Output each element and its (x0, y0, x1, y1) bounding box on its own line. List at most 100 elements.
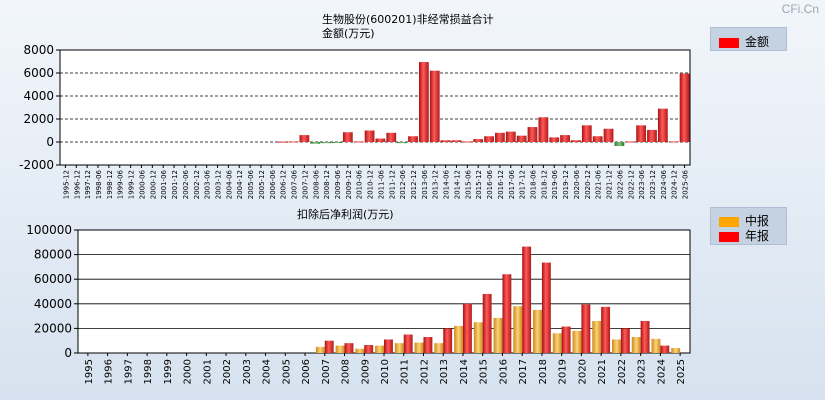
chart1-xtick-label: 2015-12 (475, 170, 483, 199)
chart1-xtick-label: 2009-06 (334, 169, 342, 199)
chart2-bar-annual (581, 304, 591, 353)
chart1-bar (505, 131, 516, 142)
chart2-legend-label-midyear: 中报 (745, 214, 770, 228)
chart2-xtick-label: 2002 (222, 359, 233, 384)
chart2-ytick-label: 0 (64, 346, 72, 360)
chart1-bar (484, 136, 494, 142)
chart1-xtick-label: 1997-12 (84, 170, 92, 199)
chart1-bar (647, 129, 657, 142)
chart2-xtick-label: 2006 (301, 359, 312, 384)
chart1-xtick-label: 2001-12 (171, 170, 179, 199)
chart2-bar-midyear (375, 345, 384, 353)
chart1-bar (342, 132, 353, 142)
chart1-bar (625, 141, 636, 143)
chart1-xtick-label: 2005-06 (247, 169, 255, 199)
chart2-bar-annual (443, 328, 453, 353)
chart2-legend-item-annual: 年报 (719, 227, 769, 243)
chart1-bar (679, 73, 690, 142)
chart1-xtick-label: 1999-06 (117, 169, 125, 199)
chart2-xtick-label: 1998 (143, 359, 154, 384)
chart2-bar-midyear (592, 321, 602, 353)
chart1-xtick-label: 2021-06 (595, 169, 603, 199)
chart1-legend: 金额 (710, 27, 787, 51)
chart1-bar (299, 135, 310, 142)
chart2-xtick-label: 1996 (104, 359, 115, 384)
chart2-xtick-label: 2016 (498, 359, 509, 384)
chart1-xtick-label: 2002-12 (193, 170, 201, 199)
chart1-bar (321, 142, 332, 144)
chart1-xtick-label: 2013-12 (432, 170, 440, 199)
chart1-title: 生物股份(600201)非经常损益合计 (322, 13, 494, 26)
chart1-xtick-label: 1996-12 (73, 170, 81, 199)
chart1-xtick-label: 2010-06 (356, 169, 364, 199)
chart1-xtick-label: 2007-06 (291, 169, 299, 199)
chart2-legend-item-midyear: 中报 (719, 212, 769, 228)
chart2-legend-swatch-annual (719, 231, 739, 242)
chart2-xtick-label: 2008 (341, 359, 352, 384)
chart2-bar-annual (462, 303, 472, 353)
chart1-bar (408, 136, 418, 142)
chart1-bar (657, 108, 668, 142)
chart1-xtick-label: 2003-12 (215, 170, 223, 199)
chart1-xtick-label: 2024-12 (671, 170, 679, 199)
chart2-bar-midyear (651, 338, 661, 353)
chart2-xtick-label: 2015 (479, 359, 490, 384)
chart1-bar (668, 141, 679, 143)
chart2-xtick-label: 2018 (538, 359, 549, 384)
chart2-xtick-label: 2017 (518, 359, 529, 384)
chart1-xtick-label: 2019-06 (551, 169, 559, 199)
chart2-ytick-label: 20000 (34, 321, 72, 335)
chart1-xtick-label: 2008-06 (312, 169, 320, 199)
chart1-bar (288, 141, 299, 143)
chart2-bar-annual (502, 274, 512, 353)
chart1-bar (440, 140, 451, 142)
chart2-xtick-label: 2009 (360, 359, 371, 384)
chart1-xtick-label: 1995-12 (62, 170, 70, 199)
chart2-legend-swatch-midyear (719, 216, 739, 227)
chart1-xtick-label: 2011-06 (377, 169, 385, 199)
chart1-xtick-label: 2023-12 (649, 170, 657, 199)
chart1-xtick-label: 2009-12 (345, 170, 353, 199)
chart2-xtick-label: 2007 (321, 359, 332, 384)
chart1-legend-swatch (719, 37, 739, 48)
chart1-xtick-label: 2018-12 (540, 170, 548, 199)
chart1-ytick-label: 8000 (23, 43, 54, 57)
chart2-xtick-label: 2025 (676, 359, 687, 384)
chart1-bar (310, 142, 321, 144)
chart2-xtick-label: 2011 (400, 359, 411, 384)
chart1-plot-area (59, 49, 691, 166)
chart2-xtick-label: 2020 (577, 359, 588, 384)
chart1-xtick-label: 2022-12 (627, 170, 635, 199)
chart1-bar (375, 138, 386, 142)
chart2: 0 20000 40000 60000 80000 100000 1995 1996 1997 1… (26, 223, 691, 384)
chart2-xtick-label: 1999 (163, 359, 174, 384)
chart1-bar (538, 117, 549, 142)
chart1-xtick-label: 2003-06 (204, 169, 212, 199)
chart2-bar-midyear (631, 337, 641, 353)
chart2-xtick-label: 2003 (242, 359, 253, 384)
chart1-xtick-label: 2005-12 (258, 170, 266, 199)
chart2-bar-annual (482, 293, 492, 353)
chart1-xtick-label: 2017-06 (508, 169, 516, 199)
chart2-xtick-label: 2005 (281, 359, 292, 384)
chart2-bar-midyear (454, 325, 463, 353)
chart1-xtick-label: 2006-12 (280, 170, 288, 199)
chart1-bar (397, 142, 408, 144)
chart1-legend-item: 金额 (719, 33, 769, 49)
chart1-xtick-label: 2007-12 (301, 170, 309, 199)
chart1-xtick-label: 2010-12 (367, 170, 375, 199)
chart1-xtick-label: 2019-12 (562, 170, 570, 199)
chart1-xtick-label: 2013-06 (421, 169, 429, 199)
chart2-bar-annual (640, 321, 650, 353)
watermark: CFi.Cn (781, 2, 819, 16)
chart2-legend: 中报 年报 (710, 207, 787, 245)
chart1-bar (527, 127, 538, 142)
chart1-xtick-label: 2016-06 (486, 169, 494, 199)
chart1-bar (473, 139, 484, 142)
chart2-ytick-label: 100000 (26, 223, 72, 237)
chart1-bar (353, 141, 364, 143)
chart2-xtick-label: 2019 (558, 359, 569, 384)
chart1-xtick-label: 2004-12 (236, 170, 244, 199)
chart1: -2000 0 2000 4000 6000 8000 1995-12 1996-12 1997… (19, 43, 691, 199)
